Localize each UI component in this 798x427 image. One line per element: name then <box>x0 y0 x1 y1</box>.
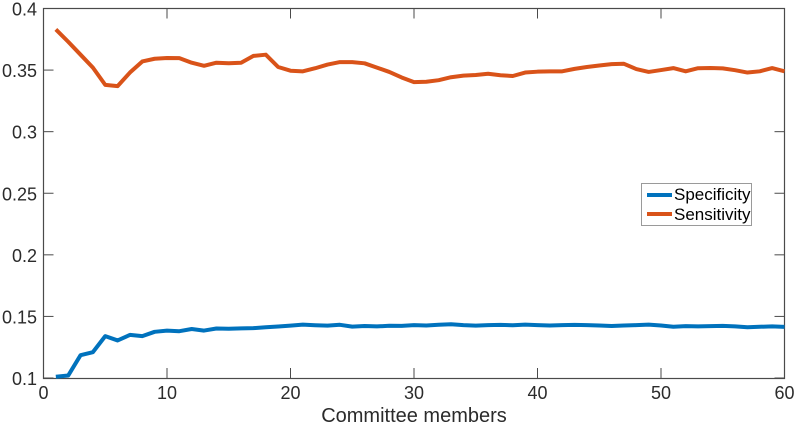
sensitivity-line <box>54 28 786 89</box>
y-tick-label: 0.1 <box>12 369 37 389</box>
y-tick-label: 0.35 <box>2 61 37 81</box>
x-tick-label: 20 <box>280 383 300 403</box>
y-tick-label: 0.3 <box>12 123 37 143</box>
y-tick-label: 0.2 <box>12 246 37 266</box>
legend-label-specificity: Specificity <box>674 185 751 205</box>
legend-label-sensitivity: Sensitivity <box>674 204 751 224</box>
legend-item-specificity: Specificity <box>644 185 751 205</box>
specificity-line <box>55 322 785 379</box>
x-tick-label: 30 <box>404 383 424 403</box>
legend: Specificity Sensitivity <box>641 183 752 226</box>
specificity-line-swatch <box>647 192 672 197</box>
y-tick-label: 0.25 <box>2 184 37 204</box>
y-tick-label: 0.4 <box>12 0 37 20</box>
x-axis-label: Committee members <box>321 405 507 427</box>
x-tick-label: 50 <box>651 383 671 403</box>
x-tick-label: 10 <box>157 383 177 403</box>
x-tick-label: 0 <box>38 383 48 403</box>
sensitivity-line-swatch <box>647 212 672 217</box>
legend-item-sensitivity: Sensitivity <box>644 204 751 225</box>
axis-ticks <box>43 8 785 379</box>
y-tick-label: 0.15 <box>2 307 37 327</box>
axis-tick-labels: 0 10 20 30 40 50 60 0.1 0.15 0.2 0.25 0.3 0.35 0.4 <box>2 0 795 403</box>
x-tick-label: 60 <box>774 383 794 403</box>
x-tick-label: 40 <box>527 383 547 403</box>
